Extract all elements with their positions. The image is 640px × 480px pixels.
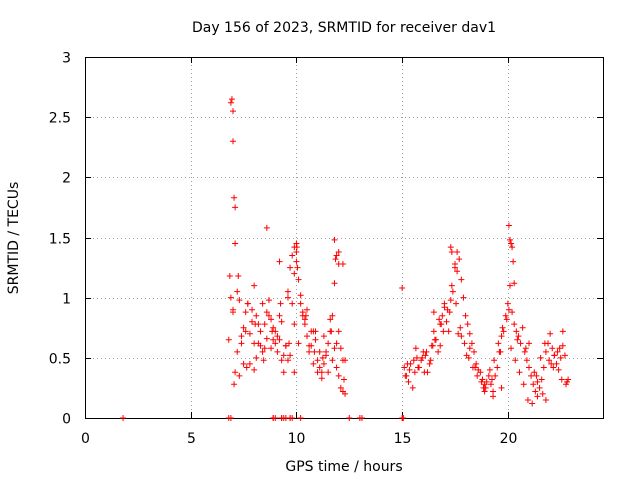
y-tick-label: 0: [62, 412, 71, 428]
y-tick-label: 2.5: [49, 111, 71, 127]
x-tick-label: 5: [187, 431, 196, 447]
y-tick-label: 3: [62, 51, 71, 67]
y-tick-label: 1: [62, 292, 71, 308]
x-axis-label: GPS time / hours: [285, 459, 402, 475]
chart-svg: 0 0.5 1 1.5 2 2.5 3 0 5 10 15 20 Day 156 of 2023, S…: [0, 0, 640, 480]
y-axis-label: SRMTID / TECUs: [6, 182, 22, 295]
y-tick-label: 1.5: [49, 232, 71, 248]
y-tick-label: 2: [62, 171, 71, 187]
x-tick-label: 10: [288, 431, 306, 447]
chart-background: [0, 0, 640, 480]
chart-title: Day 156 of 2023, SRMTID for receiver dav…: [192, 20, 496, 36]
x-tick-label: 0: [81, 431, 90, 447]
x-tick-label: 20: [500, 431, 518, 447]
x-tick-label: 15: [394, 431, 412, 447]
y-tick-label: 0.5: [49, 352, 71, 368]
